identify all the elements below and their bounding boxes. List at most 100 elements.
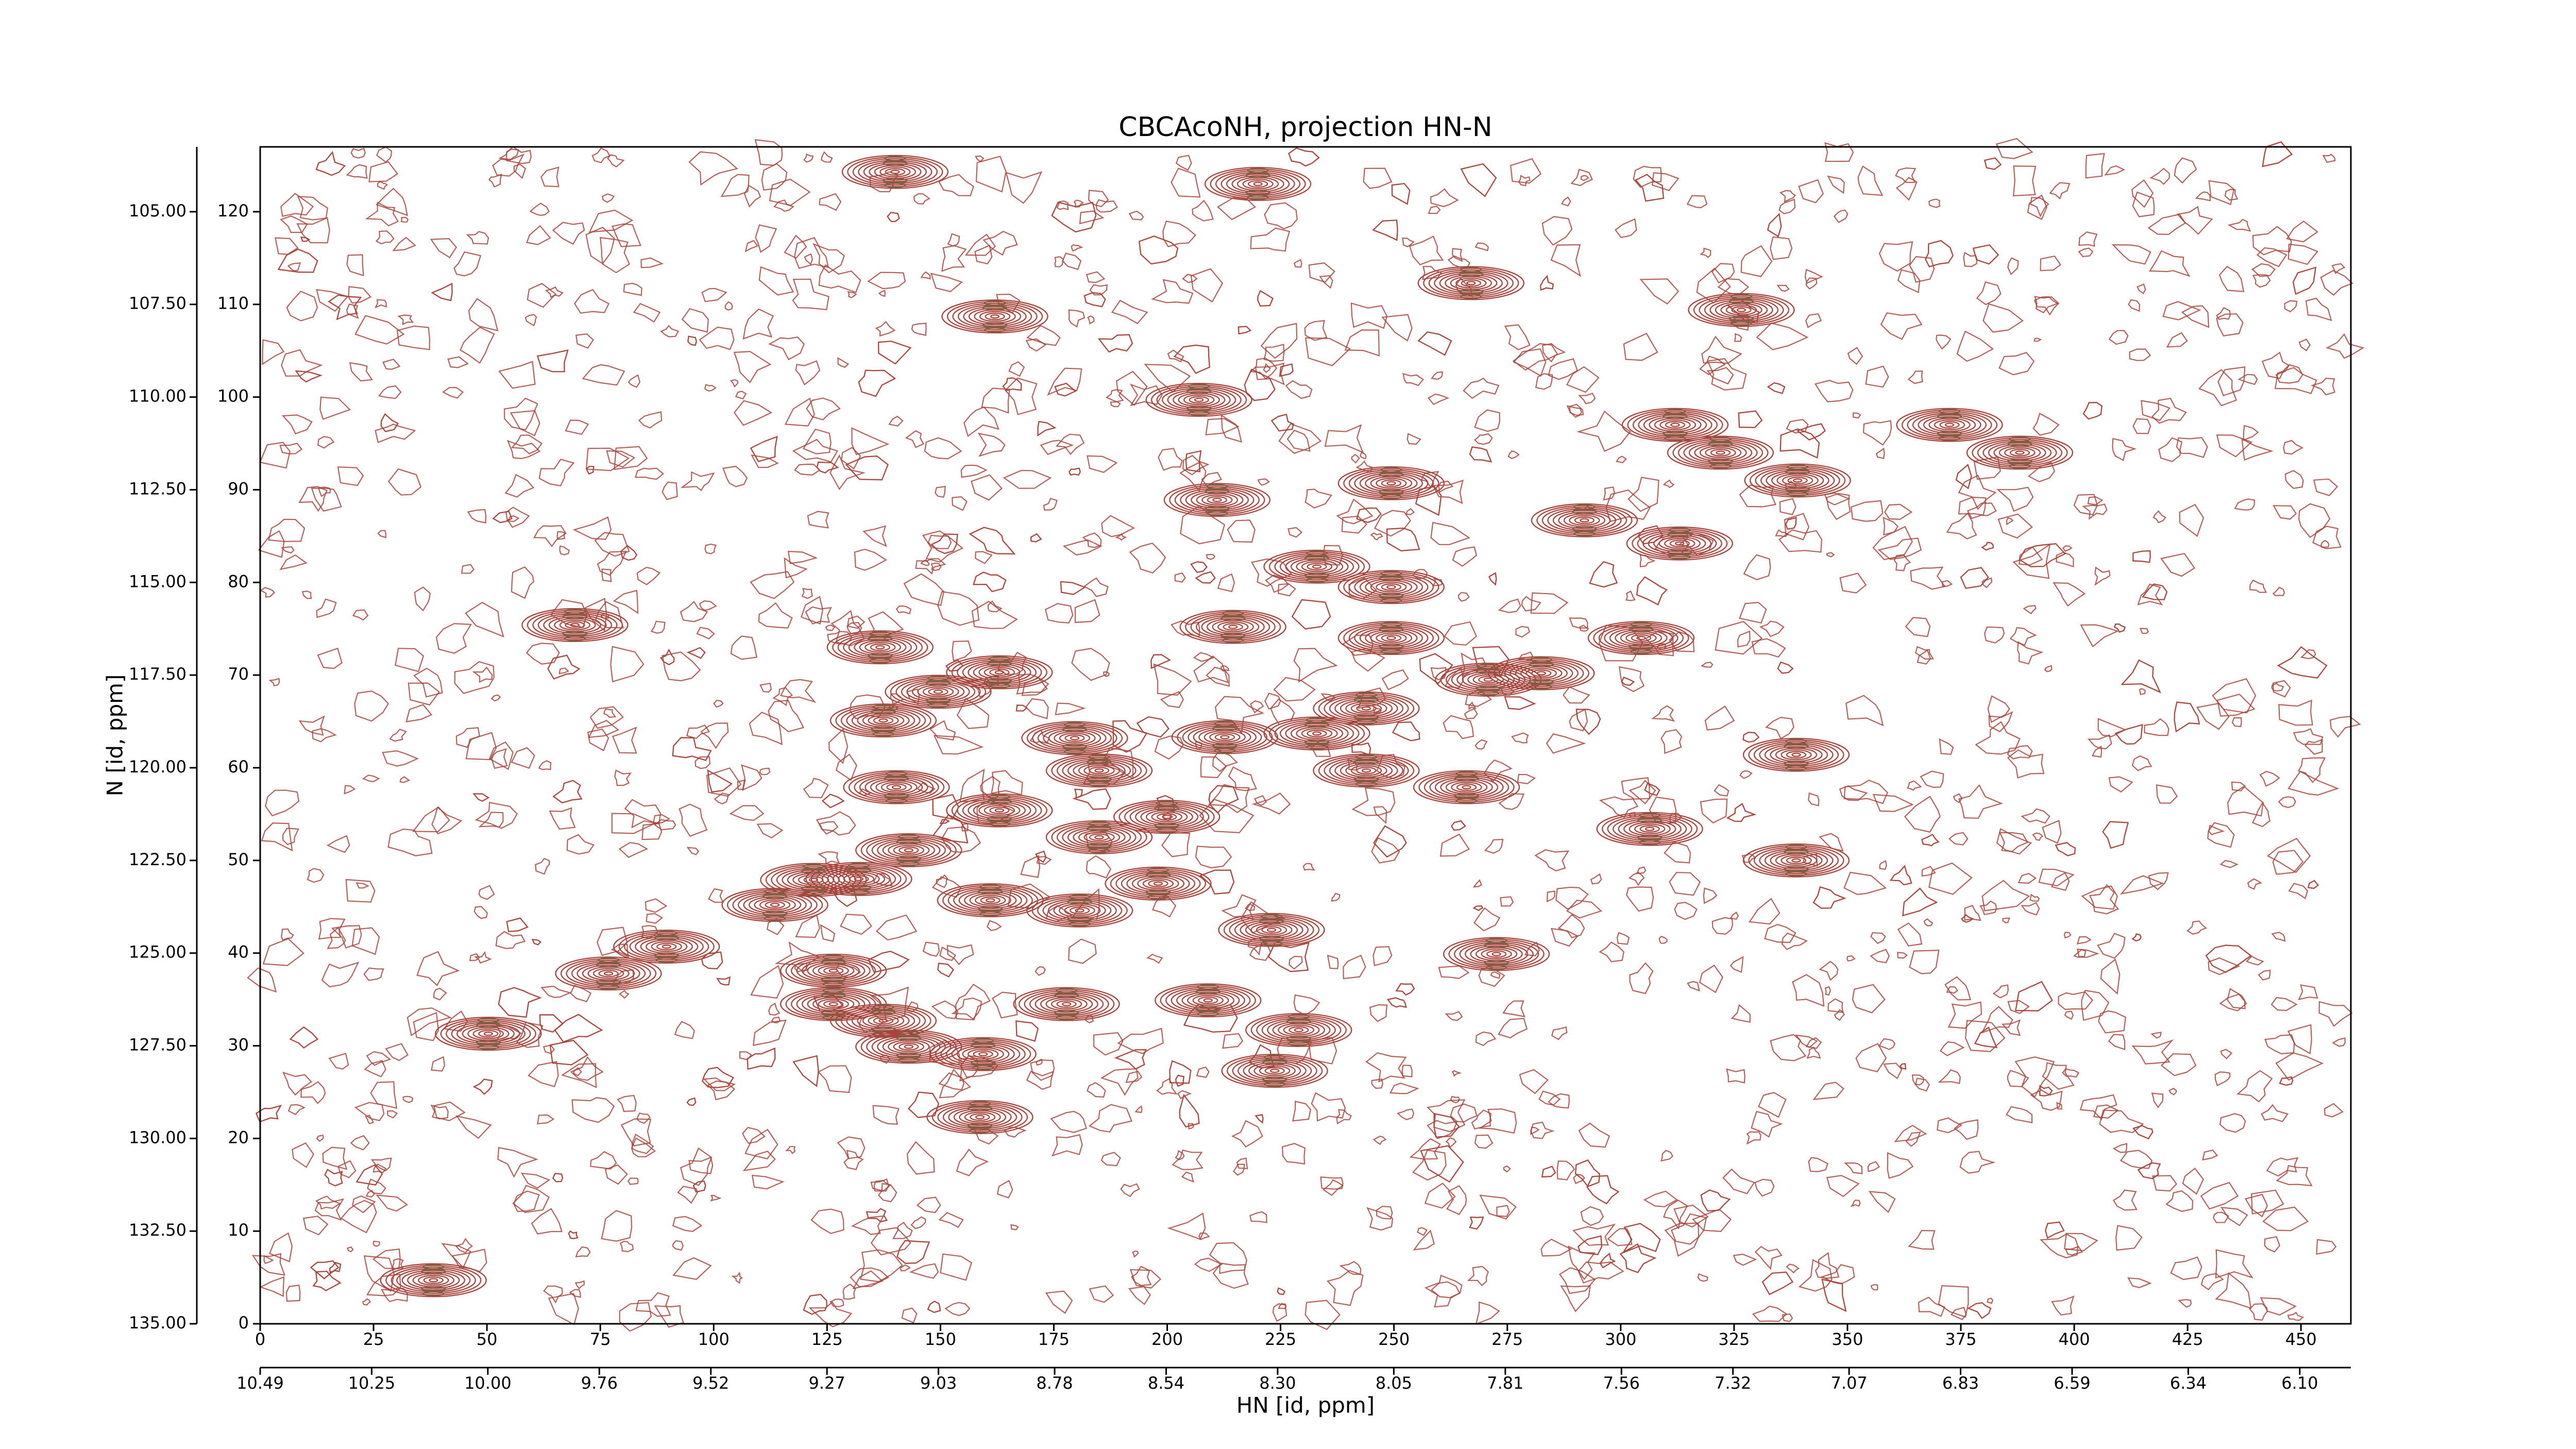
noise-contour [821, 151, 833, 163]
noise-contour [1402, 238, 1415, 247]
noise-contour [617, 1094, 637, 1112]
noise-contour [1981, 542, 1994, 551]
noise-contour [375, 299, 387, 309]
positive-contour [974, 309, 1016, 324]
positive-contour [1354, 471, 1429, 496]
positive-contour [1283, 1024, 1314, 1036]
noise-contour [531, 1208, 563, 1235]
noise-contour [1643, 1190, 1678, 1207]
y2-tick-label: 110.00 [129, 386, 187, 406]
noise-contour [634, 467, 665, 480]
noise-contour [2305, 297, 2332, 322]
positive-contour [1013, 987, 1120, 1021]
noise-contour [1443, 715, 1475, 739]
noise-contour [2087, 734, 2112, 750]
noise-contour [1607, 1228, 1633, 1246]
positive-contour [885, 168, 906, 176]
peak [555, 956, 662, 991]
noise-contour [1083, 577, 1109, 597]
positive-contour [1182, 723, 1267, 751]
noise-contour [1566, 366, 1600, 393]
noise-contour [722, 465, 748, 487]
positive-contour [1261, 926, 1282, 934]
noise-contour [1897, 269, 1921, 294]
noise-contour [1255, 1114, 1264, 1124]
noise-contour [251, 1253, 285, 1276]
noise-contour [974, 244, 993, 265]
noise-contour [495, 931, 526, 949]
positive-contour [1150, 384, 1247, 415]
positive-contour [1228, 625, 1238, 629]
positive-contour [1744, 463, 1851, 498]
noise-contour [1208, 784, 1250, 814]
noise-contour [337, 1160, 357, 1178]
noise-contour [1996, 828, 2032, 855]
noise-contour [744, 240, 759, 252]
positive-contour [532, 611, 618, 639]
positive-contour [1625, 632, 1657, 644]
noise-contour [1386, 527, 1420, 552]
noise-contour [2039, 1085, 2053, 1097]
noise-contour [300, 237, 311, 242]
noise-contour [792, 439, 839, 463]
positive-contour [1253, 181, 1263, 187]
noise-contour [688, 1156, 714, 1174]
positive-contour [1062, 758, 1137, 783]
noise-contour [1473, 907, 1501, 932]
noise-contour [759, 682, 772, 693]
positive-contour [854, 877, 864, 881]
positive-contour [855, 833, 962, 867]
positive-contour [1370, 580, 1413, 595]
noise-contour [1496, 1205, 1510, 1217]
noise-contour [1005, 171, 1043, 204]
noise-contour [2014, 981, 2053, 1012]
positive-contour [1759, 848, 1834, 873]
positive-contour [852, 158, 938, 186]
x-tick-label: 175 [1038, 1329, 1070, 1349]
peak [946, 655, 1053, 689]
noise-contour [1193, 652, 1215, 662]
noise-contour [2091, 746, 2103, 758]
noise-contour [1350, 648, 1385, 672]
noise-contour [1105, 389, 1124, 402]
y-tick-label: 60 [228, 757, 249, 777]
positive-contour [1742, 843, 1850, 878]
positive-contour [1253, 1064, 1296, 1078]
positive-contour [851, 710, 916, 731]
noise-contour [1826, 552, 1835, 558]
positive-contour [1637, 530, 1722, 558]
noise-contour [1839, 785, 1868, 801]
noise-contour [2149, 167, 2170, 185]
noise-contour [1177, 1090, 1192, 1100]
noise-contour [1998, 832, 2028, 852]
noise-contour [2131, 179, 2154, 208]
positive-contour [871, 838, 946, 863]
noise-contour [1775, 529, 1789, 537]
noise-contour [399, 776, 411, 783]
noise-contour [964, 233, 996, 256]
positive-contour [1456, 783, 1477, 791]
noise-contour [2227, 785, 2264, 817]
noise-contour [570, 985, 592, 1003]
positive-contour [1215, 170, 1301, 198]
positive-contour [812, 997, 855, 1012]
positive-contour [1770, 746, 1823, 764]
noise-contour [1960, 914, 1974, 923]
noise-contour [1826, 493, 1851, 520]
x2-tick-label: 6.10 [2281, 1373, 2318, 1393]
noise-contour [1939, 738, 1954, 755]
noise-contour [1870, 949, 1890, 964]
noise-contour [1872, 794, 1914, 812]
noise-contour [552, 222, 585, 245]
noise-contour [1331, 892, 1341, 902]
noise-contour [654, 819, 676, 831]
positive-contour [1037, 897, 1123, 924]
positive-contour [1153, 881, 1163, 886]
positive-contour [603, 971, 614, 976]
positive-contour [1223, 914, 1320, 946]
positive-contour [1423, 773, 1510, 801]
positive-contour [1185, 611, 1281, 643]
noise-contour [469, 953, 480, 962]
noise-contour [1182, 454, 1210, 476]
positive-contour [1268, 551, 1365, 582]
